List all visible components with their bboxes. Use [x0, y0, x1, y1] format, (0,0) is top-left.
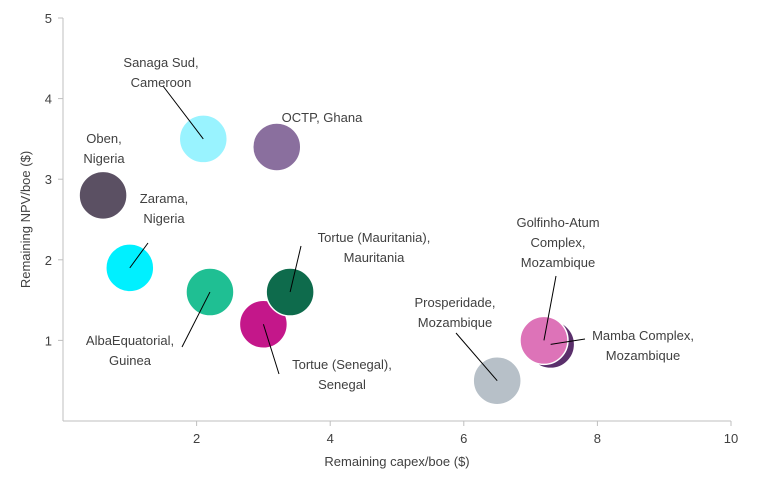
data-label-prosperidade-mozambique: Prosperidade, — [415, 295, 496, 310]
x-tick-label: 6 — [460, 431, 467, 446]
y-tick-label: 1 — [45, 333, 52, 348]
leader-line-sanaga-sud-cameroon — [162, 85, 204, 140]
y-tick-label: 2 — [45, 253, 52, 268]
leader-line-prosperidade-mozambique — [455, 332, 498, 382]
data-label-tortue-mauritania-mauritania: Tortue (Mauritania), — [318, 230, 431, 245]
data-label-tortue-mauritania-mauritania: Mauritania — [344, 250, 405, 265]
y-tick-label: 4 — [45, 92, 52, 107]
data-label-sanaga-sud-cameroon: Sanaga Sud, — [123, 55, 198, 70]
leader-line-zarama-nigeria — [129, 242, 149, 269]
y-tick-label: 5 — [45, 11, 52, 26]
data-label-prosperidade-mozambique: Mozambique — [418, 315, 492, 330]
leader-line-albaequatorial-guinea — [181, 291, 211, 348]
x-axis-title: Remaining capex/boe ($) — [324, 454, 469, 469]
data-label-zarama-nigeria: Nigeria — [143, 211, 185, 226]
leader-line-tortue-senegal-senegal — [262, 324, 280, 375]
data-label-zarama-nigeria: Zarama, — [140, 191, 188, 206]
data-label-golfinho-atum-complex-mozambique: Complex, — [531, 235, 586, 250]
x-tick-label: 4 — [327, 431, 334, 446]
data-label-octp-ghana: OCTP, Ghana — [282, 110, 363, 125]
y-tick-label: 3 — [45, 172, 52, 187]
data-label-mamba-complex-mozambique: Mozambique — [606, 348, 680, 363]
bubble-oben-nigeria — [78, 170, 128, 221]
x-tick-label: 10 — [724, 431, 738, 446]
data-label-golfinho-atum-complex-mozambique: Mozambique — [521, 255, 595, 270]
data-label-mamba-complex-mozambique: Mamba Complex, — [592, 328, 694, 343]
data-label-albaequatorial-guinea: Guinea — [109, 353, 152, 368]
leader-line-tortue-mauritania-mauritania — [289, 245, 302, 293]
data-label-oben-nigeria: Oben, — [86, 131, 121, 146]
data-label-oben-nigeria: Nigeria — [83, 151, 125, 166]
bubble-octp-ghana — [252, 122, 302, 172]
x-tick-label: 8 — [594, 431, 601, 446]
data-label-albaequatorial-guinea: AlbaEquatorial, — [86, 333, 174, 348]
leader-line-mamba-complex-mozambique — [550, 338, 586, 345]
data-label-golfinho-atum-complex-mozambique: Golfinho-Atum — [516, 215, 599, 230]
x-tick-label: 2 — [193, 431, 200, 446]
data-label-sanaga-sud-cameroon: Cameroon — [131, 75, 192, 90]
data-label-tortue-senegal-senegal: Tortue (Senegal), — [292, 357, 392, 372]
leader-line-golfinho-atum-complex-mozambique — [543, 275, 557, 341]
data-label-tortue-senegal-senegal: Senegal — [318, 377, 366, 392]
y-axis-title: Remaining NPV/boe ($) — [18, 151, 33, 288]
